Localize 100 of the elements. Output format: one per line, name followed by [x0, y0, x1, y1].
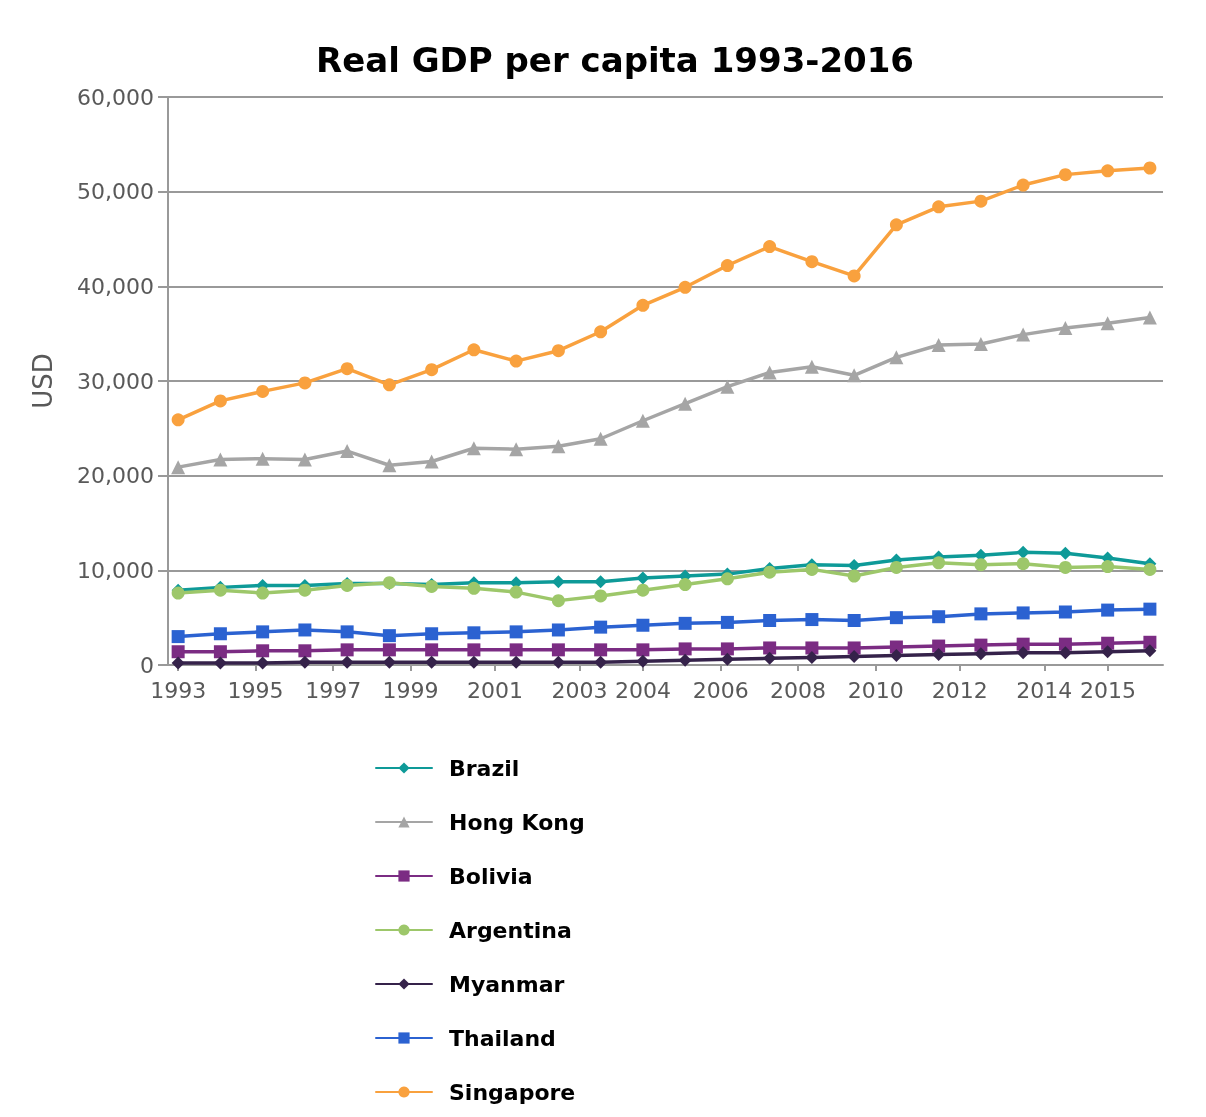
x-tick-label: 2004 [614, 677, 671, 703]
point [255, 451, 270, 466]
x-tick-label: 2012 [931, 677, 988, 703]
point [382, 643, 396, 657]
point [1058, 546, 1072, 560]
point [467, 343, 481, 357]
point [594, 643, 608, 657]
point [763, 240, 777, 254]
point [720, 259, 734, 272]
point [594, 655, 608, 669]
point [340, 625, 354, 639]
point [256, 656, 270, 670]
point [931, 338, 946, 353]
point [551, 623, 565, 637]
point [720, 615, 734, 629]
point [889, 561, 903, 574]
point [425, 655, 439, 669]
point [1101, 603, 1115, 617]
point [762, 365, 777, 380]
point [171, 645, 185, 659]
legend-label: Bolivia [449, 863, 533, 889]
point [974, 558, 988, 572]
point [1101, 645, 1115, 659]
point [509, 442, 524, 457]
point [720, 379, 735, 394]
point [551, 655, 565, 669]
point [1058, 320, 1073, 335]
point [847, 641, 861, 655]
y-tick-label: 0 [140, 652, 154, 678]
x-tick-label: 2008 [769, 677, 826, 703]
point [594, 325, 608, 339]
point [1101, 560, 1115, 574]
point [635, 413, 650, 428]
point [720, 642, 734, 656]
y-tick-label: 30,000 [77, 368, 154, 394]
point [551, 439, 566, 454]
point [974, 607, 988, 621]
point [340, 362, 354, 376]
point [889, 350, 904, 365]
point [509, 643, 523, 657]
point [424, 454, 439, 469]
point [889, 611, 903, 625]
point [551, 344, 565, 358]
point [382, 458, 397, 473]
chart-title: Real GDP per capita 1993-2016 [315, 40, 915, 80]
point [551, 594, 565, 608]
x-tick-label: 2006 [692, 677, 749, 703]
point [509, 354, 523, 368]
y-tick-label: 40,000 [77, 273, 154, 299]
point [1016, 606, 1030, 620]
point [340, 655, 354, 669]
point [256, 625, 270, 639]
y-tick-label: 10,000 [77, 557, 154, 583]
point [1016, 545, 1030, 559]
point [298, 644, 312, 658]
point [1100, 316, 1115, 331]
point [1143, 602, 1157, 616]
point [932, 200, 946, 214]
point [467, 626, 481, 640]
legend-label: Myanmar [449, 971, 565, 997]
point [678, 653, 692, 667]
point [1143, 644, 1157, 658]
point [805, 255, 819, 269]
point [763, 651, 777, 665]
point [932, 610, 946, 624]
point [1016, 327, 1031, 342]
x-tick-label: 2003 [551, 677, 608, 703]
x-tick-label: 2015 [1080, 677, 1137, 703]
point [678, 616, 692, 630]
legend-label: Brazil [449, 755, 520, 781]
point [382, 655, 396, 669]
point [763, 565, 777, 579]
legend-label: Argentina [449, 917, 572, 943]
x-tick-label: 2014 [1016, 677, 1073, 703]
x-tick-label: 1995 [227, 677, 284, 703]
point [340, 643, 354, 657]
point [593, 431, 608, 446]
point [1058, 646, 1072, 660]
point [594, 620, 608, 634]
point [636, 298, 650, 312]
point [1058, 561, 1072, 574]
y-tick-label: 60,000 [77, 84, 154, 110]
point [256, 644, 270, 658]
point [1143, 562, 1157, 576]
point [298, 583, 312, 597]
point [1016, 557, 1030, 571]
point [889, 649, 903, 663]
point [382, 629, 396, 643]
point [467, 581, 481, 595]
point [425, 363, 439, 377]
point [1016, 178, 1030, 192]
point [594, 575, 608, 589]
point [763, 641, 777, 655]
point [932, 556, 946, 570]
point [678, 578, 692, 592]
point [509, 625, 523, 639]
point [805, 613, 819, 627]
point [1101, 164, 1115, 178]
point [1142, 310, 1157, 325]
point [425, 643, 439, 657]
